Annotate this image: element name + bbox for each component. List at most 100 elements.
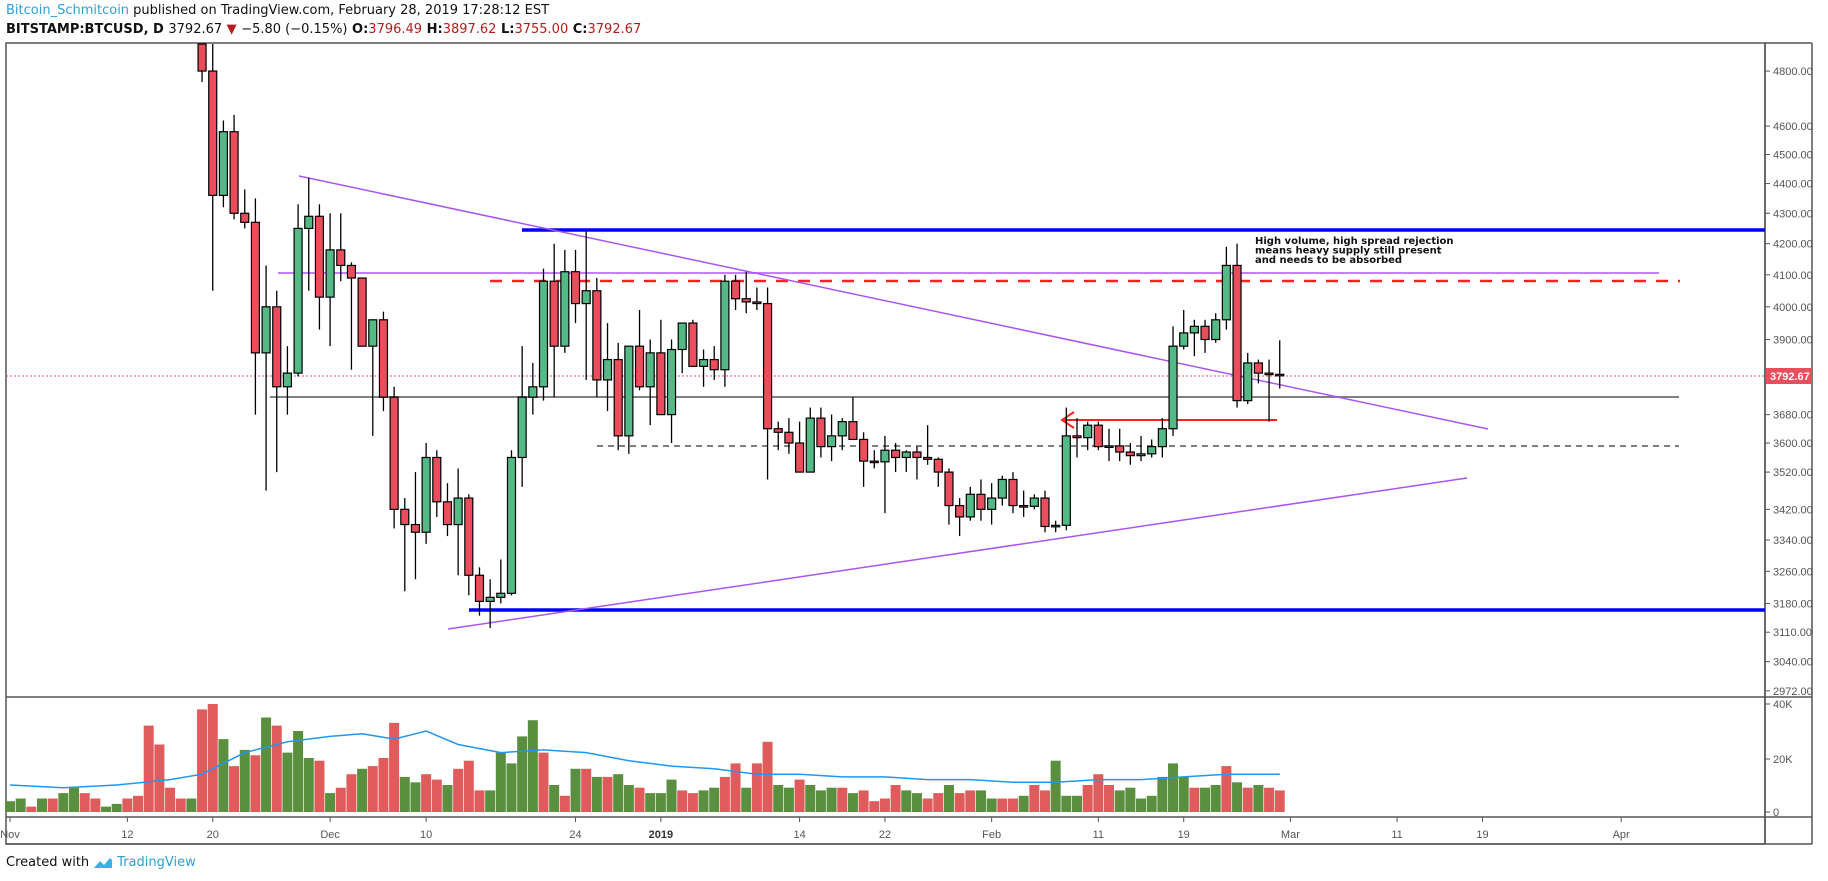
time-axis[interactable]: Nov 12 20 Dec 10 24 2019 14 22 Feb 11 19 Mar 11 19 Apr [0,817,1630,841]
candle [666,348,677,416]
time-tick-label: Dec [320,829,340,841]
created-with-text: Created with [6,855,90,870]
volume-bar [1189,787,1200,812]
candle [1157,428,1167,448]
candle [858,438,869,462]
candle [240,212,250,223]
volume-bar [79,793,90,812]
candle [432,456,442,503]
volume-bars [5,704,1285,812]
volume-bar [613,774,624,812]
volume-bar [1221,766,1232,812]
candle [304,215,314,230]
volume-bar [47,798,58,812]
candle [208,70,218,196]
low-value: 3755.00 [514,22,569,37]
time-tick-label: 11 [1093,829,1104,841]
annotation-text[interactable]: High volume, high spread rejectionmeans … [1255,236,1454,266]
volume-bar [1157,776,1168,812]
volume-bar [133,795,144,812]
candle [496,592,506,598]
volume-bar [442,785,453,812]
candle [698,358,709,367]
volume-bar [5,801,15,812]
tradingview-link[interactable]: TradingView [117,855,196,870]
time-tick-label: 24 [569,829,581,841]
candle [229,131,239,214]
volume-bar [623,785,634,812]
current-price-label: 3792.67 [1770,371,1810,383]
candle [464,497,474,576]
tradingview-logo-icon[interactable] [93,857,113,869]
candle [1253,362,1263,374]
candle [955,504,965,518]
volume-bar [687,793,698,812]
candle [869,460,879,464]
candle [485,596,495,602]
candle [1264,372,1274,376]
price-tick-label: 4800.00 [1773,66,1813,78]
volume-bar [1050,760,1061,812]
candle [805,417,815,473]
volume-bar [1168,763,1179,812]
price-tick-label: 2972.00 [1773,686,1813,698]
candle [314,215,325,298]
price-tick-label: 4500.00 [1773,150,1813,162]
volume-bar [815,790,826,812]
candle [976,493,986,510]
drawings[interactable] [6,175,1765,630]
time-tick-label: 19 [1476,829,1488,841]
candle [645,352,655,388]
time-tick-label: Apr [1613,829,1630,841]
volume-bar [1274,790,1285,812]
volume-bar [1072,795,1082,812]
time-tick-label: 11 [1391,829,1402,841]
volume-tick-label: 40K [1773,699,1793,711]
price-tick-label: 4100.00 [1773,270,1813,282]
volume-bar [879,798,890,812]
annotation-line: High volume, high spread rejection [1255,236,1454,247]
candle [261,306,271,354]
candle [762,302,773,430]
author-link[interactable]: Bitcoin_Schmitcoin [6,3,130,18]
volume-bar [1104,785,1115,812]
price-tick-label: 3040.00 [1773,657,1813,669]
candle [1179,332,1189,347]
candle [410,523,421,533]
volume-bar [773,785,784,812]
volume-bar [1242,787,1253,812]
candle [794,442,805,473]
price-tick-label: 3680.00 [1773,410,1813,422]
volume-bar [698,790,709,812]
candle [1029,497,1039,507]
price-tick-label: 4200.00 [1773,239,1813,251]
candle [1061,435,1071,526]
arrow-head-icon [1060,411,1075,429]
volume-bar [229,766,240,812]
lower-trendline[interactable] [447,477,1468,630]
volume-bar [325,793,336,812]
footer: Created with TradingView [6,855,196,870]
candle [1051,524,1061,528]
candle [624,345,634,437]
volume-bar [175,798,186,812]
price-tick-label: 3420.00 [1773,504,1813,516]
candle [1275,373,1285,377]
candle [933,458,943,473]
volume-bar [1061,795,1072,812]
annotation-line: and needs to be absorbed [1255,255,1402,266]
candle [730,280,741,300]
candle [1232,264,1242,402]
candle [784,431,794,444]
upper-trendline[interactable] [298,175,1489,430]
down-arrow-icon: ▼ [226,22,237,37]
price-axis[interactable]: 4800.00 4600.00 4500.00 4400.00 4300.00 4200.… [1765,66,1813,819]
volume-bar [122,798,133,812]
candle [250,221,261,354]
candle [602,358,613,381]
volume-bar [1125,787,1136,812]
volume-bar [197,709,208,812]
volume-bar [1018,795,1029,812]
volume-bar [826,787,837,812]
